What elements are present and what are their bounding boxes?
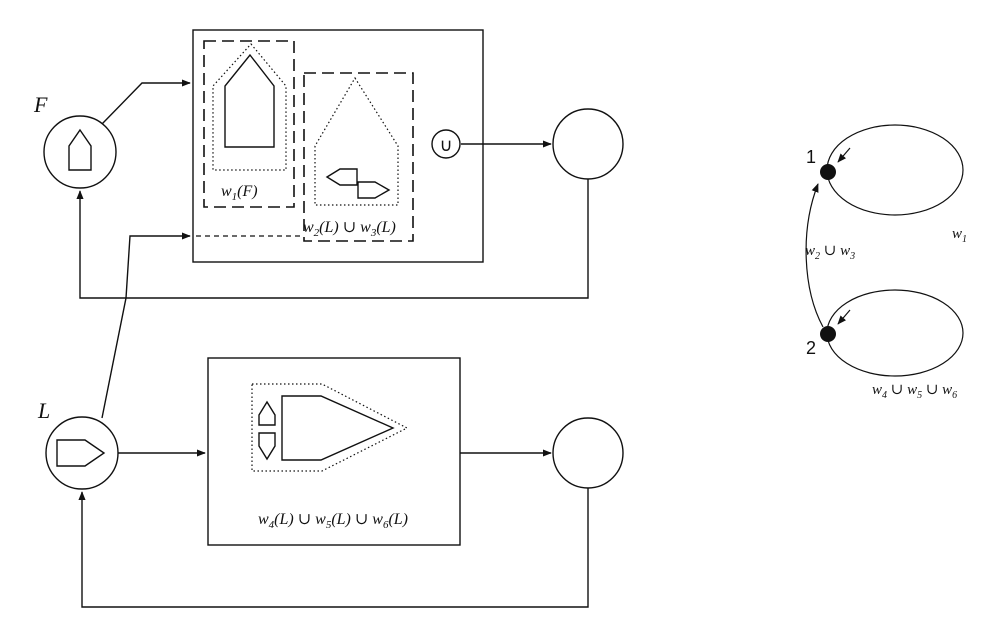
w1-house-shape <box>224 53 275 148</box>
process-box-bottom <box>207 357 461 546</box>
edge-label-w2-w3: w2 ∪ w3 <box>805 243 855 262</box>
graph-node-1 <box>820 164 836 180</box>
feedback-loop-top <box>76 179 589 299</box>
w1-dotted-hull <box>212 43 287 171</box>
w23L-label: w2(L) ∪ w3(L) <box>303 219 396 239</box>
w6-small-shape <box>258 432 276 461</box>
graph-node-1-label: 1 <box>806 147 816 167</box>
arrow-F-to-box <box>101 79 191 125</box>
graph-node-2-label: 2 <box>806 338 816 358</box>
w1-region <box>203 40 295 208</box>
w456-dotted-hull <box>251 383 409 472</box>
union-symbol: ∪ <box>439 135 452 155</box>
loop1-label: w1 <box>952 226 967 245</box>
self-loop-2-arrowhead <box>837 309 851 325</box>
self-loop-1-ellipse <box>826 124 964 216</box>
graph-node-2 <box>820 326 836 342</box>
output-node-top <box>552 108 624 180</box>
self-loop-1-arrowhead <box>837 147 851 163</box>
process-box-top <box>192 29 484 263</box>
loop2-label: w4 ∪ w5 ∪ w6 <box>872 382 957 401</box>
w5-small-shape <box>258 400 276 426</box>
w4-large-arrow-shape <box>281 395 395 461</box>
w456L-label: w4(L) ∪ w5(L) ∪ w6(L) <box>258 511 408 531</box>
w23-dotted-hull <box>314 76 399 206</box>
self-loop-2-ellipse <box>826 289 964 377</box>
w23-region <box>303 72 414 242</box>
arrow-L-to-top-box <box>101 232 191 419</box>
w1F-label: w1(F) <box>221 183 258 203</box>
edge-2-to-1 <box>805 183 824 328</box>
label-L: L <box>37 398 50 423</box>
union-operator <box>431 129 461 159</box>
arrow-shape-L <box>56 439 106 467</box>
output-node-bottom <box>552 417 624 489</box>
feedback-loop-bottom <box>78 488 589 608</box>
w2-small-arrow-shape <box>325 168 358 186</box>
label-F: F <box>33 92 48 117</box>
input-node-F <box>43 115 117 189</box>
w3-small-arrow-shape <box>357 181 391 199</box>
house-shape-F <box>68 128 92 171</box>
